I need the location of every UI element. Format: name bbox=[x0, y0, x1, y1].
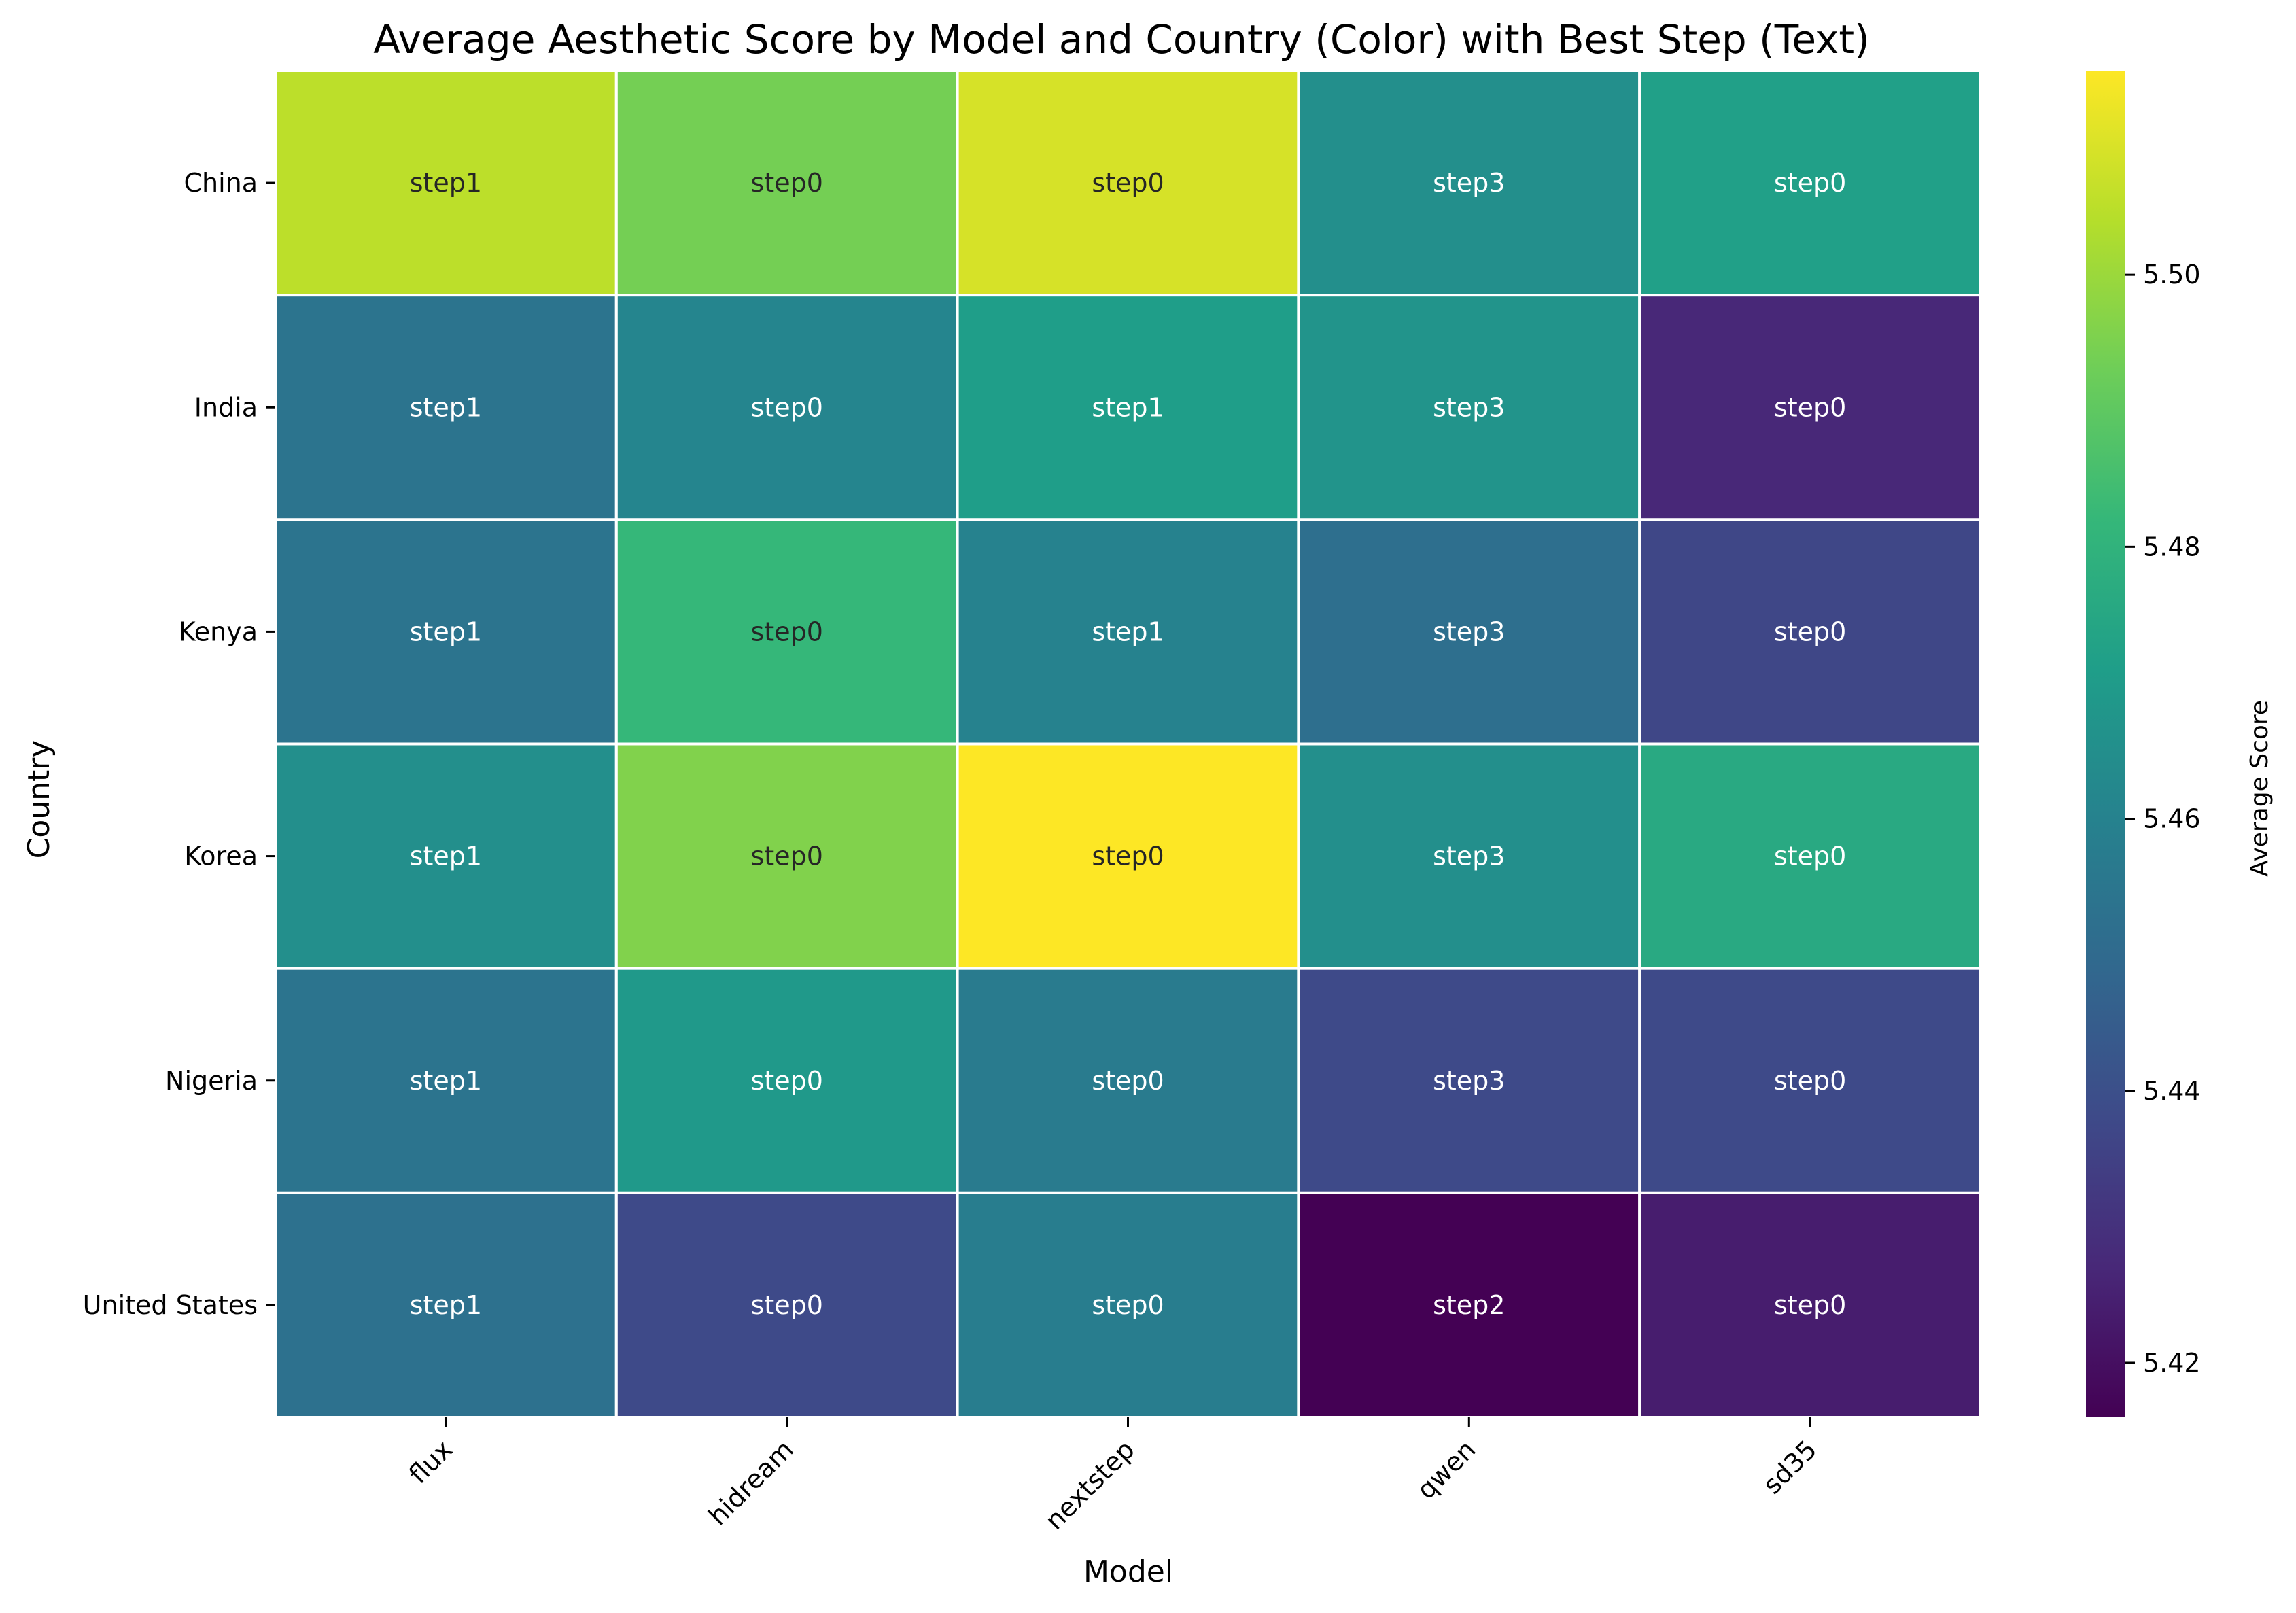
cell-label: step1 bbox=[1092, 617, 1164, 646]
cell-label: step1 bbox=[410, 1290, 482, 1320]
y-tick-label: Korea bbox=[184, 842, 258, 871]
heatmap-cell bbox=[956, 518, 1300, 746]
heatmap-cell bbox=[956, 294, 1300, 521]
heatmap-cell bbox=[1297, 742, 1641, 970]
cell-label: step0 bbox=[751, 168, 823, 198]
colorbar-tick-label: 5.46 bbox=[2143, 804, 2201, 834]
heatmap-cell bbox=[274, 1191, 618, 1419]
cell-label: step0 bbox=[751, 1290, 823, 1320]
heatmap-cell bbox=[614, 518, 959, 746]
cell-label: step3 bbox=[1433, 392, 1505, 422]
cell-label: step0 bbox=[1774, 1290, 1846, 1320]
chart-title: Average Aesthetic Score by Model and Cou… bbox=[373, 16, 1870, 63]
heatmap-cell bbox=[1638, 1191, 1982, 1419]
heatmap-cell bbox=[614, 967, 959, 1194]
colorbar: 5.42 5.44 5.46 5.48 5.50 bbox=[2086, 71, 2201, 1417]
heatmap-cell bbox=[1638, 518, 1982, 746]
heatmap-cell bbox=[1297, 518, 1641, 746]
heatmap-cell bbox=[614, 294, 959, 521]
cell-label: step3 bbox=[1433, 1066, 1505, 1096]
heatmap-cell bbox=[1297, 69, 1641, 297]
colorbar-gradient-bar bbox=[2086, 71, 2125, 1417]
y-tick-label: India bbox=[194, 392, 258, 422]
cell-label: step1 bbox=[410, 168, 482, 198]
heatmap-cell-labels: step1 step0 step0 step3 step0 step1 step0 step1… bbox=[410, 168, 1847, 1320]
cell-label: step0 bbox=[751, 842, 823, 871]
cell-label: step0 bbox=[1774, 842, 1846, 871]
heatmap-cell bbox=[274, 742, 618, 970]
cell-label: step0 bbox=[1092, 168, 1164, 198]
y-axis: China India Kenya Korea Nigeria United States bbox=[83, 168, 275, 1320]
heatmap-cell bbox=[956, 69, 1300, 297]
cell-label: step3 bbox=[1433, 617, 1505, 646]
y-axis-label: Country bbox=[22, 740, 56, 859]
cell-label: step0 bbox=[1092, 842, 1164, 871]
heatmap-cell bbox=[956, 967, 1300, 1194]
colorbar-tick-label: 5.50 bbox=[2143, 260, 2201, 290]
heatmap-cell bbox=[1297, 1191, 1641, 1419]
heatmap-cell bbox=[274, 967, 618, 1194]
heatmap-cell bbox=[1638, 742, 1982, 970]
colorbar-tick-label: 5.42 bbox=[2143, 1348, 2201, 1378]
heatmap-cell bbox=[614, 742, 959, 970]
colorbar-label: Average Score bbox=[2246, 700, 2274, 877]
cell-label: step2 bbox=[1433, 1290, 1505, 1320]
cell-label: step0 bbox=[1092, 1066, 1164, 1096]
cell-label: step0 bbox=[1092, 1290, 1164, 1320]
heatmap-cell bbox=[1297, 967, 1641, 1194]
heatmap-cell bbox=[956, 742, 1300, 970]
heatmap-cell bbox=[614, 69, 959, 297]
heatmap-cell bbox=[1297, 294, 1641, 521]
cell-label: step0 bbox=[1774, 617, 1846, 646]
heatmap-cell bbox=[1638, 294, 1982, 521]
cell-label: step1 bbox=[410, 1066, 482, 1096]
y-tick-label: Kenya bbox=[179, 617, 258, 646]
heatmap-cell bbox=[274, 69, 618, 297]
y-tick-label: United States bbox=[83, 1290, 258, 1320]
cell-label: step3 bbox=[1433, 842, 1505, 871]
cell-label: step0 bbox=[751, 392, 823, 422]
cell-label: step1 bbox=[410, 842, 482, 871]
y-tick-label: China bbox=[184, 168, 258, 198]
heatmap-cells bbox=[274, 69, 1982, 1419]
colorbar-tick-label: 5.44 bbox=[2143, 1076, 2201, 1106]
cell-label: step0 bbox=[1774, 1066, 1846, 1096]
cell-label: step0 bbox=[1774, 392, 1846, 422]
cell-label: step1 bbox=[1092, 392, 1164, 422]
cell-label: step0 bbox=[751, 617, 823, 646]
cell-label: step1 bbox=[410, 617, 482, 646]
cell-label: step1 bbox=[410, 392, 482, 422]
colorbar-tick-label: 5.48 bbox=[2143, 532, 2201, 561]
cell-label: step0 bbox=[751, 1066, 823, 1096]
cell-label: step0 bbox=[1774, 168, 1846, 198]
heatmap-cell bbox=[1638, 967, 1982, 1194]
y-tick-label: Nigeria bbox=[165, 1066, 258, 1096]
cell-label: step3 bbox=[1433, 168, 1505, 198]
x-axis-label: Model bbox=[1083, 1555, 1173, 1589]
